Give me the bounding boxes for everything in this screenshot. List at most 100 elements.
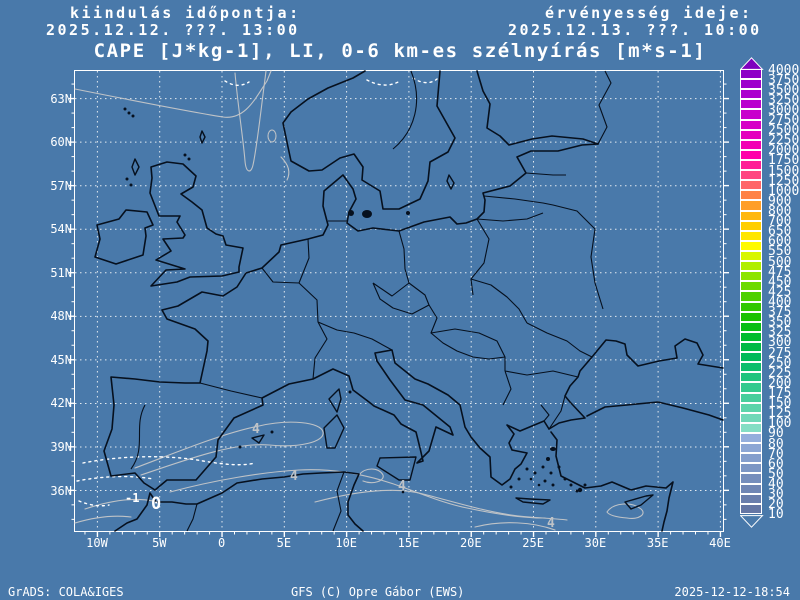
li-contours [76,77,438,507]
colorbar-swatch [740,139,762,150]
lat-axis-label: 36N [50,483,72,498]
colorbar-tick-label: 225 [768,365,792,381]
valid-time-value: 2025.12.13. ???. 10:00 [508,21,762,39]
shear-contours [74,70,644,531]
colorbar-tick-label: 70 [768,446,784,462]
colorbar-swatch [740,483,762,494]
lat-axis-label: 39N [50,440,72,454]
colorbar-swatch [740,240,762,251]
map-svg [69,70,729,537]
lon-axis-label: 10W [86,536,108,550]
colorbar-tick-label: 275 [768,345,792,361]
colorbar-tick-label: 20 [768,497,784,513]
colorbar-tick-label: 250 [768,355,792,371]
lon-axis-label: 25E [522,536,544,550]
colorbar-swatch [740,180,762,191]
colorbar-tick-label: 175 [768,386,792,402]
shear-contour-label: 4 [252,422,260,437]
colorbar-tick-label: 600 [768,234,792,250]
colorbar-tick-label: 90 [768,426,784,442]
colorbar-tick-label: 2000 [768,143,800,159]
colorbar-tick-label: 450 [768,274,792,290]
lat-axis-label: 48N [50,309,72,324]
colorbar-tick-label: 2250 [768,133,800,149]
colorbar-swatch [740,473,762,484]
colorbar-swatch [740,352,762,363]
colorbar-tick-label: 3250 [768,92,800,108]
lon-axis-label: 15E [397,536,420,550]
colorbar-tick-label: 1000 [768,183,800,199]
lat-axis-label: 54N [50,222,72,237]
colorbar-tick-label: 2750 [768,113,800,129]
colorbar-tick-label: 1250 [768,173,800,189]
colorbar-tick-label: 375 [768,305,792,321]
lat-axis-label: 42N [50,396,72,411]
colorbar-swatch [740,190,762,201]
colorbar-swatch [740,170,762,181]
colorbar-swatch [740,200,762,211]
footer-grads-credit: GrADS: COLA&IGES [8,585,124,599]
li-contour-label: 0 [151,494,162,514]
colorbar-tick-label: 550 [768,244,792,260]
colorbar-tick-label: 200 [768,375,792,391]
lon-axis-label: 35E [646,536,669,550]
colorbar-swatch [740,372,762,383]
colorbar-tick-label: 350 [768,315,792,331]
colorbar-swatch [740,230,762,241]
colorbar-swatch [740,69,762,80]
lat-axis-label: 45N [50,352,72,367]
colorbar-tick-label: 325 [768,325,792,341]
colorbar-tick-label: 1750 [768,153,800,169]
colorbar-swatch [740,321,762,332]
run-time-value: 2025.12.12. ???. 13:00 [46,21,300,39]
colorbar-swatch [740,210,762,221]
footer-model-credit: GFS (C) Opre Gábor (EWS) [291,585,465,599]
colorbar-tick-label: 3000 [768,102,800,118]
contour-label-layer: 4 4 4 4 -1 0 [75,71,723,531]
colorbar-swatch [740,341,762,353]
colorbar-swatch [740,250,762,262]
colorbar-tick-label: 475 [768,264,792,280]
lon-axis-label: 20E [459,536,482,550]
axis-ticks [69,83,729,537]
colorbar-swatch [740,99,762,110]
colorbar-tick-label: 125 [768,406,792,422]
lon-axis-label: 30E [584,536,607,550]
colorbar-swatch [740,159,762,171]
colorbar-swatch [740,412,762,423]
colorbar-tick-label: 800 [768,204,792,220]
colorbar-swatch [740,311,762,322]
colorbar-swatch [740,79,762,90]
colorbar-swatch [740,362,762,373]
shear-contour-label: 4 [547,516,555,531]
shear-contour-label: 4 [398,479,406,494]
graticule-grid [75,71,723,531]
run-time-label: kiindulás időpontja: [70,4,301,22]
colorbar-swatch [740,382,762,393]
colorbar-tick-label: 500 [768,254,792,270]
chart-title: CAPE [J*kg-1], LI, 0-6 km-es szélnyírás … [93,40,707,62]
colorbar-tick-label: 50 [768,466,784,482]
colorbar-tick-label: 3500 [768,82,800,98]
li-contour-label: -1 [125,491,140,505]
map-frame: 4 4 4 4 -1 0 [69,70,729,537]
colorbar-swatch [740,432,762,444]
colorbar-tick-label: 30 [768,487,784,503]
colorbar-tick-label: 900 [768,193,792,209]
colorbar-swatch [740,291,762,302]
colorbar-swatch [740,493,762,504]
colorbar-tick-label: 40 [768,477,784,492]
colorbar-arrow-down [740,514,764,528]
colorbar-tick-label: 3750 [768,72,800,88]
colorbar-tick-label: 700 [768,214,792,230]
colorbar-swatch [740,453,762,464]
colorbar-swatch [740,89,762,100]
lon-axis-label: 40E [709,536,731,550]
colorbar-swatch [740,443,762,454]
colorbar-tick-label: 650 [768,224,792,240]
country-borders [130,70,612,532]
colorbar-swatch [740,331,762,342]
coastlines [94,70,724,532]
islands [131,130,654,510]
